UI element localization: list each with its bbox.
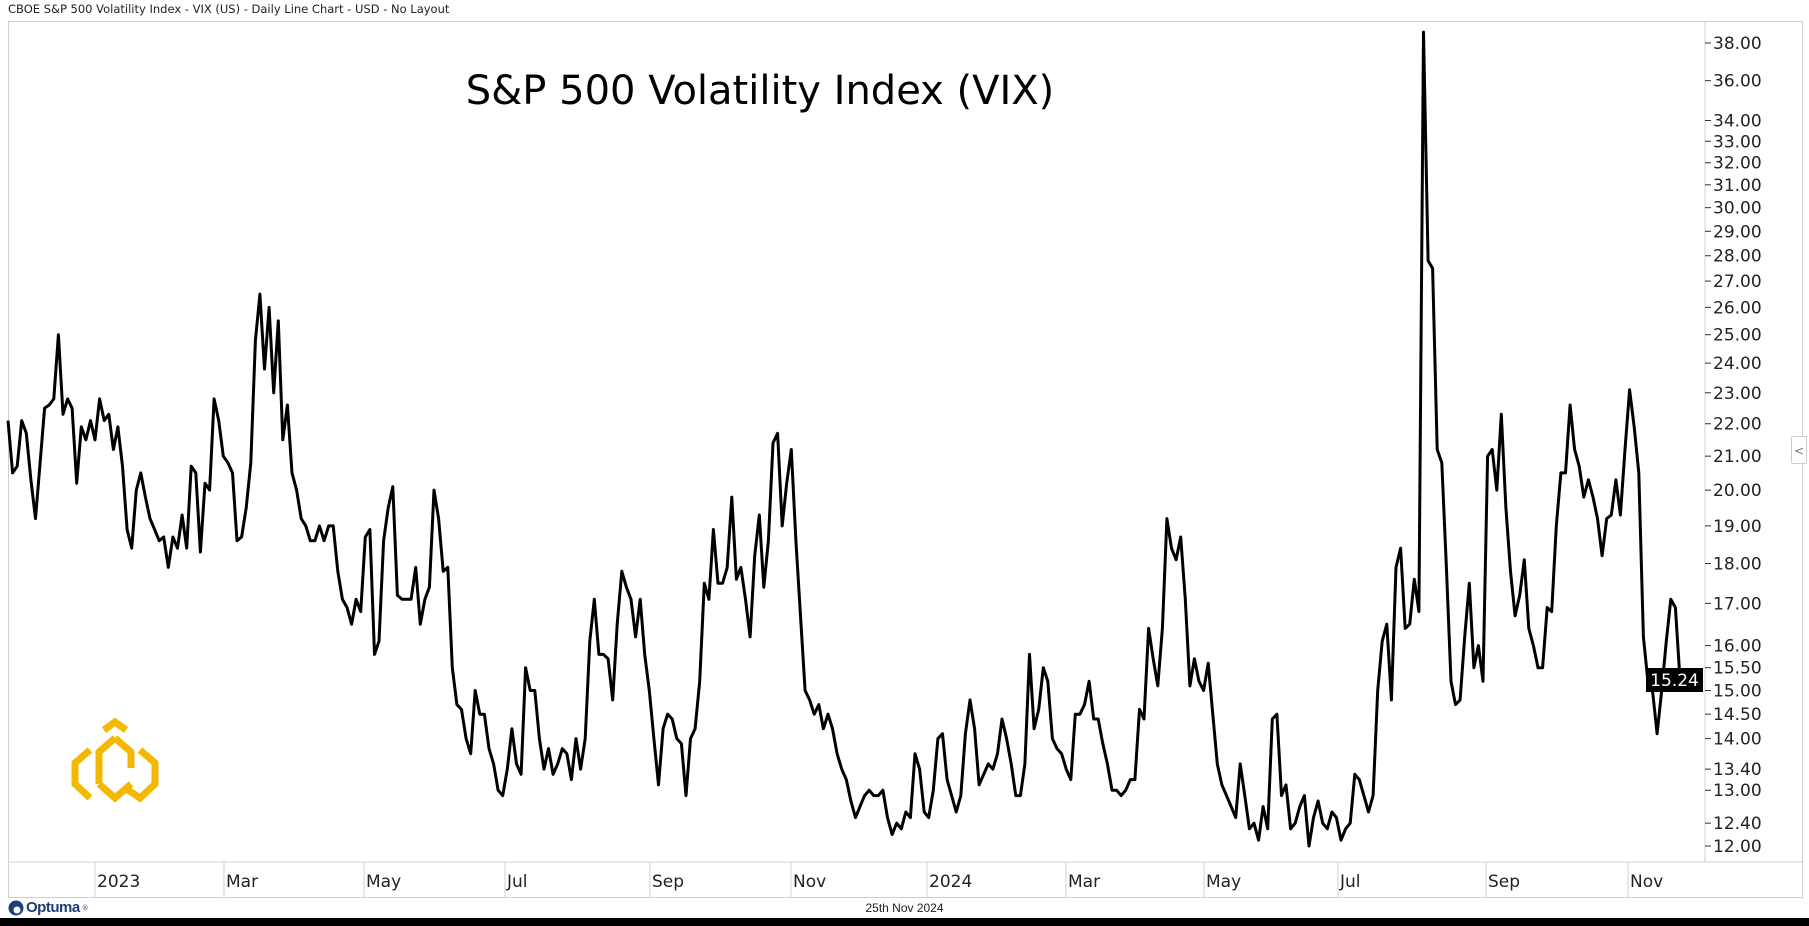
- y-tick-label: 29.00: [1713, 222, 1762, 242]
- x-tick-label: Sep: [652, 872, 684, 892]
- bottom-bar: [0, 918, 1809, 926]
- optuma-logo-icon: [8, 900, 24, 915]
- x-tick-label: Nov: [793, 872, 826, 892]
- y-tick-label: 12.00: [1713, 837, 1762, 857]
- y-tick-label: 14.00: [1713, 730, 1762, 750]
- footer-date: 25th Nov 2024: [865, 901, 944, 915]
- y-tick-label: 31.00: [1713, 176, 1762, 196]
- x-tick-label: May: [366, 872, 401, 892]
- registered-mark: ®: [81, 903, 89, 912]
- y-tick-label: 20.00: [1713, 481, 1762, 501]
- last-value-label: 15.24: [1650, 671, 1699, 691]
- x-tick-label: Mar: [226, 872, 258, 892]
- y-tick-label: 36.00: [1713, 72, 1762, 92]
- chart-title: S&P 500 Volatility Index (VIX): [466, 68, 1055, 114]
- chart-header: CBOE S&P 500 Volatility Index - VIX (US)…: [8, 2, 450, 16]
- y-tick-label: 28.00: [1713, 247, 1762, 267]
- y-tick-label: 23.00: [1713, 384, 1762, 404]
- x-tick-label: Jul: [506, 872, 528, 892]
- y-tick-label: 25.00: [1713, 326, 1762, 346]
- vix-series-line: [6, 30, 1682, 848]
- collapse-panel-button[interactable]: <: [1791, 436, 1807, 464]
- y-tick-label: 34.00: [1713, 111, 1762, 131]
- y-tick-label: 19.00: [1713, 517, 1762, 537]
- y-tick-label: 15.50: [1713, 659, 1762, 679]
- y-tick-label: 27.00: [1713, 272, 1762, 292]
- y-tick-label: 32.00: [1713, 154, 1762, 174]
- x-tick-label: May: [1206, 872, 1241, 892]
- x-tick-label: Jul: [1339, 872, 1361, 892]
- x-tick-label: Mar: [1068, 872, 1100, 892]
- optuma-brand-name: Optuma: [26, 899, 80, 916]
- y-tick-label: 30.00: [1713, 199, 1762, 219]
- vix-line-chart[interactable]: S&P 500 Volatility Index (VIX) 38.00 36.0…: [0, 0, 1809, 900]
- chevron-left-icon: <: [1793, 444, 1805, 458]
- x-tick-label: Nov: [1630, 872, 1663, 892]
- time-axis[interactable]: 2023 Mar May Jul Sep Nov 2024 Mar May Jul Sep Nov: [8, 861, 1803, 898]
- x-tick-label: Sep: [1488, 872, 1520, 892]
- y-tick-label: 16.00: [1713, 637, 1762, 657]
- y-tick-label: 14.50: [1713, 705, 1762, 725]
- y-tick-label: 33.00: [1713, 132, 1762, 152]
- logo-icon: [71, 717, 159, 803]
- y-tick-label: 13.00: [1713, 781, 1762, 801]
- y-tick-label: 18.00: [1713, 555, 1762, 575]
- y-tick-label: 13.40: [1713, 760, 1762, 780]
- y-tick-label: 26.00: [1713, 298, 1762, 318]
- y-tick-label: 15.00: [1713, 682, 1762, 702]
- y-tick-label: 22.00: [1713, 415, 1762, 435]
- y-tick-label: 12.40: [1713, 814, 1762, 834]
- last-value-badge: 15.24: [1646, 668, 1703, 692]
- y-tick-label: 21.00: [1713, 447, 1762, 467]
- x-tick-label: 2023: [97, 872, 140, 892]
- optuma-brand: Optuma ®: [8, 899, 89, 916]
- y-tick-label: 24.00: [1713, 354, 1762, 374]
- y-tick-label: 38.00: [1713, 34, 1762, 54]
- x-tick-label: 2024: [929, 872, 972, 892]
- y-tick-label: 17.00: [1713, 594, 1762, 614]
